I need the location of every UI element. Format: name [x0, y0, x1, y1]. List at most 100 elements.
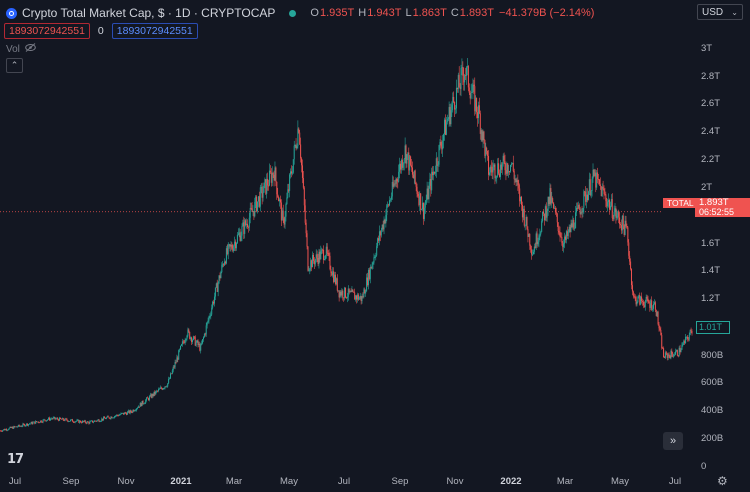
currency-select[interactable]: USD ⌄	[697, 4, 743, 20]
candle-body	[161, 388, 163, 390]
candle-body	[502, 155, 504, 163]
candle-body	[354, 292, 356, 300]
candle-body	[499, 164, 501, 177]
candle-body	[145, 400, 147, 403]
candle-body	[373, 257, 375, 263]
candle-body	[240, 235, 242, 241]
candle-body	[367, 277, 369, 286]
candle-body	[552, 198, 554, 203]
candle-body	[588, 179, 590, 192]
candle-body	[341, 290, 343, 296]
candle-body	[208, 316, 210, 321]
candle-body	[378, 238, 380, 241]
y-tick-label: 2T	[701, 182, 713, 193]
candle-body	[176, 357, 178, 363]
candle-body	[234, 241, 236, 246]
scroll-to-realtime-button[interactable]: »	[663, 432, 683, 450]
close-value: 1.893T	[459, 7, 495, 19]
candle-body	[15, 426, 17, 428]
candle-body	[148, 396, 150, 401]
high-value: 1.943T	[367, 7, 402, 19]
candle-body	[672, 354, 674, 357]
candle-body	[315, 254, 317, 260]
collapse-legend-button[interactable]: ⌃	[6, 58, 23, 73]
candle-body	[368, 269, 370, 280]
candle-body	[224, 261, 226, 264]
candle-body	[644, 301, 646, 307]
candle-body	[532, 251, 534, 255]
candle-body	[449, 107, 451, 125]
candle-body	[198, 343, 200, 346]
candle-body	[377, 238, 379, 247]
candle-body	[340, 291, 342, 296]
candle-body	[432, 171, 434, 176]
candle-body	[142, 400, 144, 404]
candle-body	[658, 324, 660, 329]
candle-body	[153, 391, 155, 396]
open-value: 1.935T	[319, 7, 355, 19]
candle-body	[329, 255, 331, 270]
candle-body	[15, 426, 17, 428]
candle-body	[129, 410, 131, 414]
candle-body	[453, 96, 455, 103]
candle-body	[615, 208, 617, 218]
candle-body	[225, 248, 227, 264]
eye-crossed-icon[interactable]	[25, 43, 36, 55]
candle-body	[268, 185, 270, 187]
candle-body	[139, 403, 141, 407]
symbol-title[interactable]: Crypto Total Market Cap, $ · 1D · CRYPTO…	[22, 6, 276, 20]
candle-body	[207, 320, 209, 323]
candle-body	[270, 172, 272, 183]
candle-body	[195, 342, 197, 346]
candle-body	[427, 188, 429, 200]
y-tick-label: 2.2T	[701, 154, 721, 165]
candle-body	[64, 418, 66, 421]
candle-body	[424, 203, 426, 208]
change-value: −41.379B (−2.14%)	[499, 7, 595, 19]
candle-body	[28, 423, 30, 425]
candle-body	[305, 222, 307, 234]
candle-body	[44, 419, 46, 421]
candle-body	[262, 192, 264, 198]
tradingview-logo[interactable]: 17	[7, 452, 24, 467]
candle-body	[411, 165, 413, 168]
candle-body	[576, 207, 578, 209]
candle-body	[510, 163, 512, 165]
x-tick-label: Mar	[556, 476, 574, 487]
candle-body	[252, 211, 254, 212]
candle-body	[353, 291, 355, 293]
candle-body	[131, 412, 133, 413]
candle-body	[27, 424, 29, 426]
candle-body	[423, 207, 425, 219]
candle-body	[146, 397, 148, 401]
candle-body	[655, 309, 657, 317]
candle-body	[41, 422, 43, 423]
candle-body	[682, 343, 684, 346]
candle-body	[192, 336, 194, 340]
candle-body	[357, 294, 359, 300]
candle-body	[136, 407, 138, 409]
y-tick-label: 400B	[701, 405, 724, 416]
candle-body	[182, 341, 184, 343]
candle-body	[201, 343, 203, 345]
candle-body	[661, 335, 663, 349]
gear-icon[interactable]: ⚙	[717, 474, 728, 488]
candle-body	[477, 105, 479, 119]
candle-body	[251, 208, 253, 212]
candle-body	[222, 264, 224, 266]
volume-legend[interactable]: Vol	[6, 43, 36, 55]
candle-body	[585, 191, 587, 202]
candle-body	[488, 172, 490, 175]
candle-body	[593, 169, 595, 177]
candle-body	[89, 421, 91, 424]
candle-body	[177, 357, 179, 360]
candle-body	[496, 175, 498, 178]
candle-body	[639, 295, 641, 305]
candle-body	[49, 418, 51, 421]
candle-body	[164, 386, 166, 389]
candle-body	[657, 311, 659, 325]
candle-body	[165, 386, 167, 388]
candle-body	[26, 423, 28, 426]
